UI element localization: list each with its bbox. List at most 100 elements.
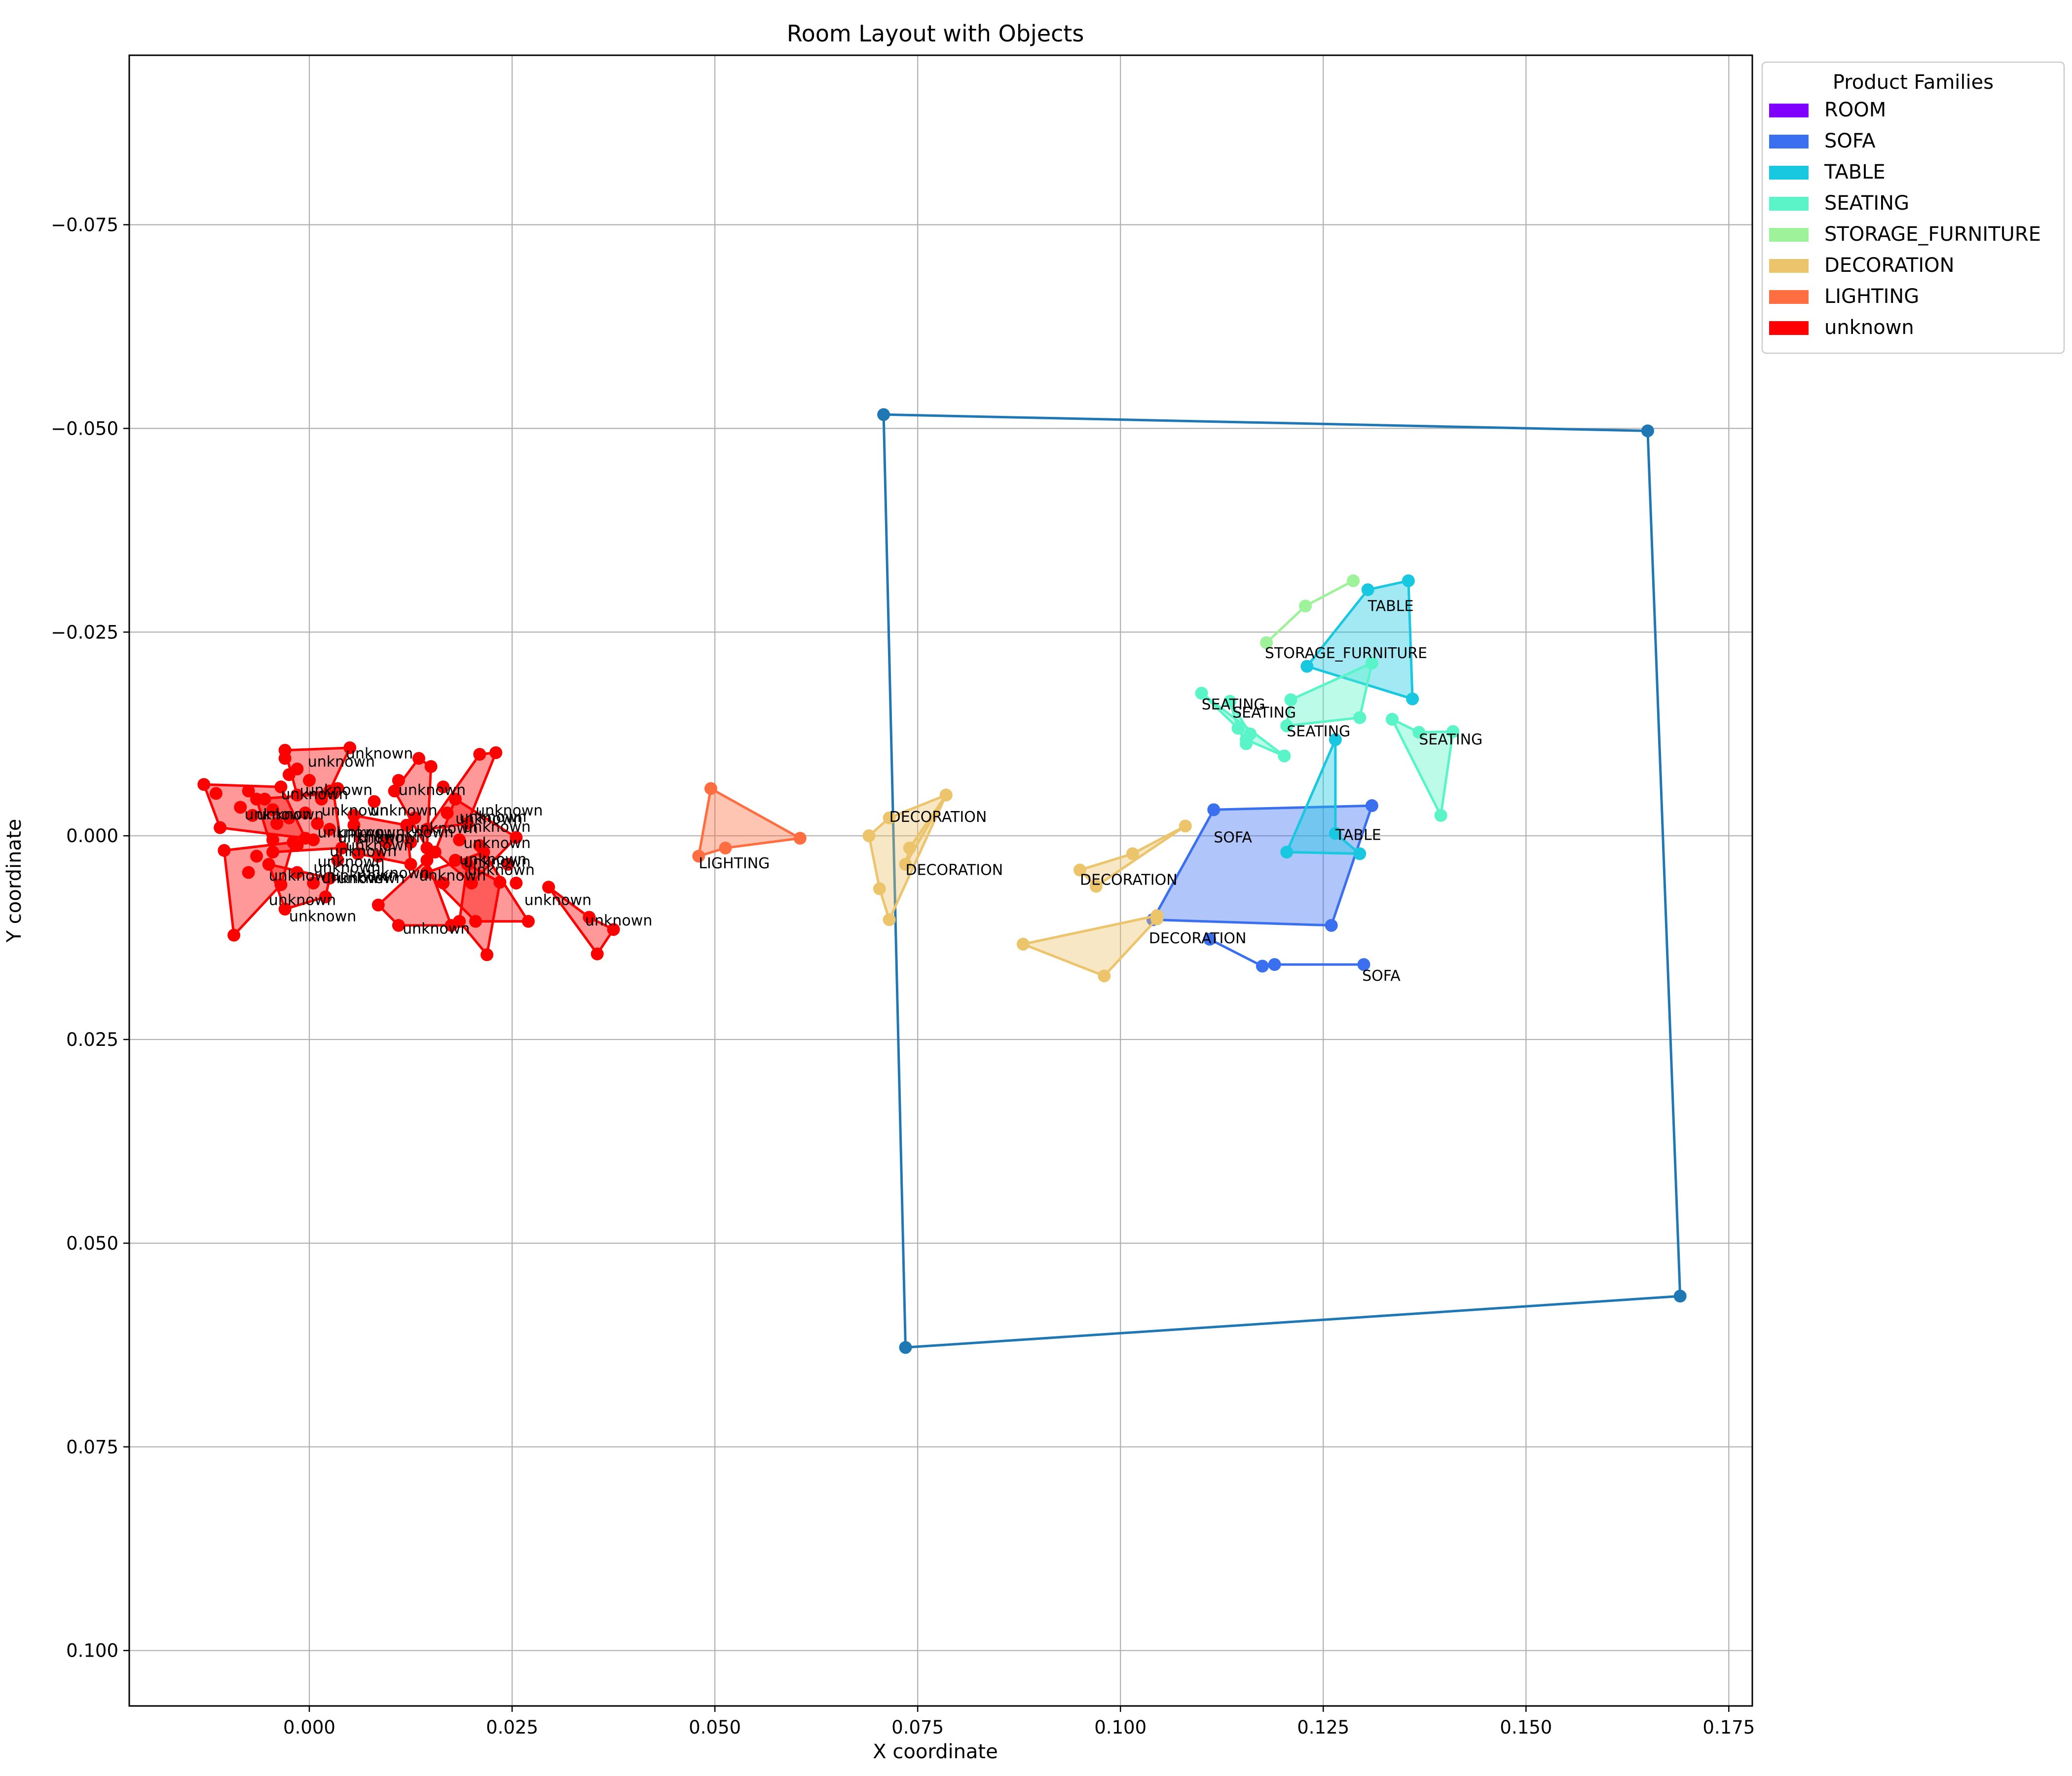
x-tick-label: 0.125 bbox=[1297, 1717, 1349, 1738]
y-tick-label: 0.025 bbox=[66, 1029, 118, 1050]
decoration-point bbox=[862, 829, 876, 843]
legend-title: Product Families bbox=[1833, 71, 1994, 94]
extra-points bbox=[209, 752, 523, 889]
storage-furniture-label: STORAGE_FURNITURE bbox=[1265, 645, 1427, 662]
object-polygons bbox=[197, 574, 1460, 983]
seating-point bbox=[1278, 749, 1291, 763]
legend-entry-label: unknown bbox=[1824, 316, 1914, 339]
unknown-point bbox=[420, 853, 434, 867]
unknown-label: unknown bbox=[338, 870, 405, 887]
unknown-label: unknown bbox=[403, 920, 470, 937]
unknown-label: unknown bbox=[317, 824, 384, 841]
unknown-label: unknown bbox=[317, 853, 384, 871]
decoration-polygon bbox=[904, 794, 948, 866]
unknown-point bbox=[420, 866, 434, 879]
y-tick-label: −0.075 bbox=[51, 215, 118, 236]
x-tick-label: 0.050 bbox=[689, 1717, 741, 1738]
table-point bbox=[1402, 574, 1415, 588]
seating-point bbox=[1231, 722, 1245, 735]
table-point bbox=[1300, 660, 1314, 673]
legend-entry-label: ROOM bbox=[1824, 99, 1886, 121]
seating-point bbox=[1365, 657, 1378, 670]
unknown-label: unknown bbox=[322, 802, 389, 819]
seating-point bbox=[1412, 726, 1426, 739]
unknown-point bbox=[420, 822, 434, 836]
legend-box bbox=[1761, 61, 2065, 354]
unknown-label: unknown bbox=[269, 892, 336, 909]
seating-label: SEATING bbox=[1202, 696, 1265, 713]
unknown-label: unknown bbox=[331, 867, 398, 885]
decoration-point bbox=[883, 913, 896, 926]
decoration-point bbox=[1150, 912, 1164, 925]
unknown-point bbox=[218, 844, 231, 857]
unknown-point bbox=[278, 752, 292, 765]
unknown-label: unknown bbox=[459, 809, 526, 826]
unknown-label: unknown bbox=[362, 865, 429, 882]
legend-swatch bbox=[1769, 228, 1809, 242]
unknown-point bbox=[266, 803, 280, 816]
unknown-point bbox=[371, 850, 385, 863]
y-tick-label: 0.000 bbox=[66, 825, 118, 847]
sofa-point bbox=[1203, 932, 1217, 946]
unknown-point bbox=[510, 876, 523, 889]
room-corner-point bbox=[899, 1341, 912, 1354]
x-tick-label: 0.075 bbox=[891, 1717, 944, 1738]
unknown-point bbox=[246, 809, 259, 822]
plot-area-frame bbox=[128, 54, 1753, 1707]
unknown-point bbox=[234, 801, 247, 814]
legend-entry-label: TABLE bbox=[1824, 161, 1886, 184]
unknown-point bbox=[291, 762, 304, 776]
legend-swatch bbox=[1769, 259, 1809, 273]
unknown-point bbox=[262, 857, 275, 871]
y-tick-label: 0.100 bbox=[66, 1640, 118, 1662]
sofa-point bbox=[1268, 958, 1281, 971]
unknown-label: unknown bbox=[338, 824, 405, 841]
unknown-label: unknown bbox=[459, 851, 526, 868]
unknown-label: unknown bbox=[305, 782, 372, 799]
unknown-label: unknown bbox=[386, 824, 453, 841]
unknown-point bbox=[319, 890, 332, 904]
unknown-label: unknown bbox=[399, 782, 466, 799]
table-point bbox=[1329, 827, 1342, 840]
unknown-label: unknown bbox=[322, 870, 389, 887]
unknown-point bbox=[351, 847, 365, 860]
table-point bbox=[1406, 692, 1419, 705]
unknown-point bbox=[242, 784, 255, 798]
decoration-point bbox=[1089, 880, 1103, 893]
sofa-point bbox=[1325, 919, 1338, 932]
decoration-point bbox=[903, 841, 916, 854]
decoration-point bbox=[883, 811, 896, 824]
decoration-point bbox=[1016, 937, 1030, 951]
unknown-point bbox=[388, 784, 401, 798]
unknown-point bbox=[323, 872, 336, 885]
unknown-point bbox=[197, 778, 211, 791]
legend-entry-label: STORAGE_FURNITURE bbox=[1824, 223, 2041, 246]
x-tick-label: 0.100 bbox=[1094, 1717, 1147, 1738]
lighting-point bbox=[719, 841, 732, 854]
unknown-label: unknown bbox=[463, 835, 530, 852]
unknown-point bbox=[428, 846, 442, 859]
table-label: TABLE bbox=[1335, 826, 1381, 844]
unknown-point bbox=[209, 787, 222, 800]
unknown-label: unknown bbox=[313, 859, 380, 876]
unknown-point bbox=[510, 831, 523, 844]
unknown-point bbox=[493, 876, 507, 889]
unknown-point bbox=[335, 841, 348, 854]
room-outline bbox=[877, 408, 1687, 1354]
y-tick-label: 0.075 bbox=[66, 1437, 118, 1458]
room-corner-point bbox=[877, 408, 890, 421]
unknown-label: unknown bbox=[411, 820, 478, 837]
unknown-point bbox=[453, 833, 466, 847]
legend-swatch bbox=[1769, 197, 1809, 211]
x-tick-label: 0.000 bbox=[283, 1717, 335, 1738]
unknown-label: unknown bbox=[346, 745, 413, 762]
unknown-point bbox=[315, 792, 328, 806]
unknown-point bbox=[258, 792, 271, 806]
unknown-point bbox=[242, 866, 255, 879]
unknown-label: unknown bbox=[370, 802, 437, 819]
seating-point bbox=[1244, 727, 1257, 740]
unknown-point bbox=[404, 836, 417, 849]
legend-entry-label: SEATING bbox=[1824, 192, 1909, 215]
unknown-point bbox=[347, 818, 361, 832]
